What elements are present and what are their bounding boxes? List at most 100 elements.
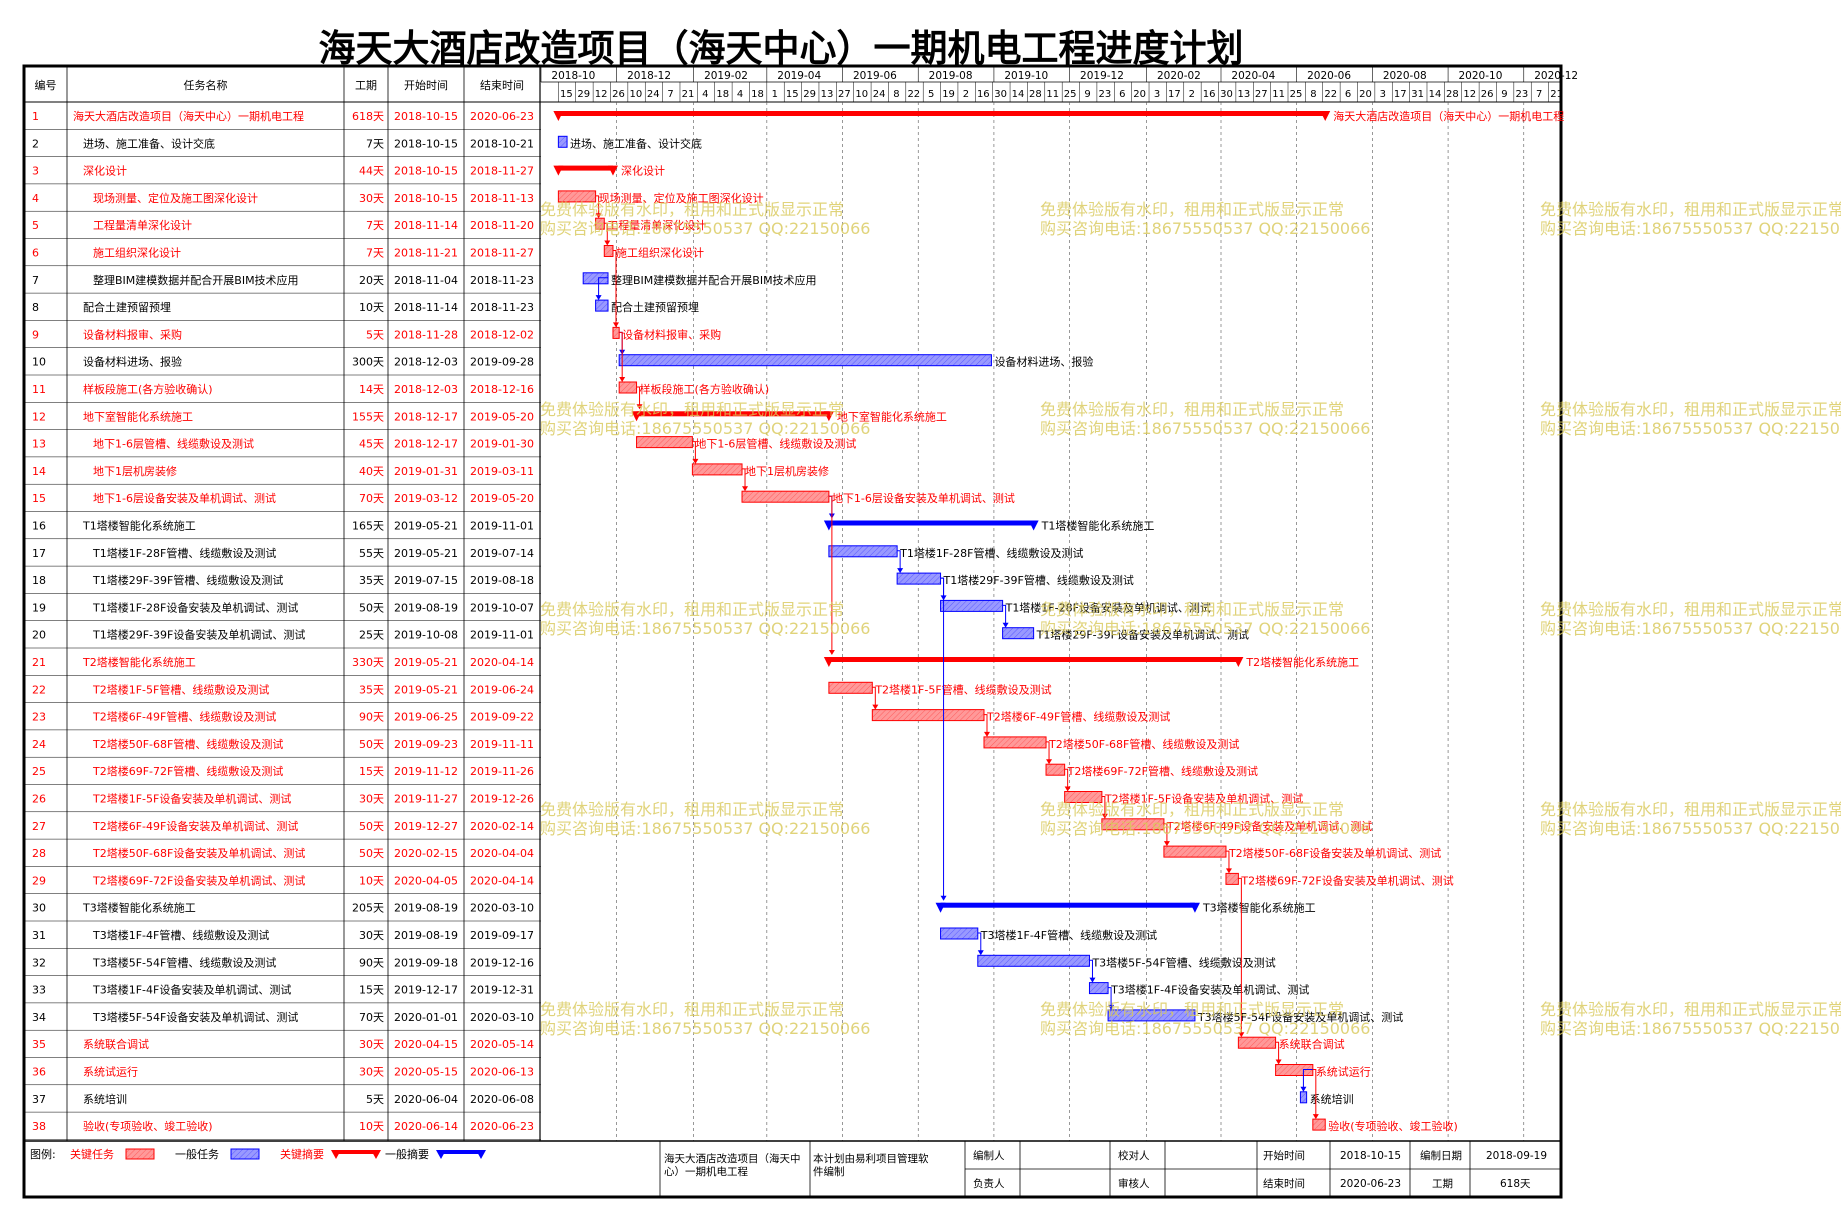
task-duration: 50天 (359, 847, 384, 860)
month-label: 2019-08 (929, 70, 973, 82)
task-bar (1064, 791, 1103, 803)
task-end: 2019-05-20 (470, 410, 534, 423)
task-duration: 205天 (352, 902, 384, 915)
bar-label: T2塔楼6F-49F设备安装及单机调试、测试 (1166, 819, 1372, 833)
task-name: 现场测量、定位及施工图深化设计 (93, 191, 258, 205)
task-end: 2020-05-14 (470, 1038, 534, 1051)
task-name: T2塔楼1F-5F管槽、线缆敷设及测试 (92, 682, 269, 696)
task-end: 2019-09-17 (470, 929, 534, 942)
task-start: 2019-12-17 (394, 984, 458, 997)
task-name: 工程量清单深化设计 (93, 218, 192, 232)
bar-label: T3塔楼智能化系统施工 (1202, 901, 1316, 915)
bar-label: 地下1-6层设备安装及单机调试、测试 (832, 491, 1015, 505)
task-id: 2 (32, 137, 39, 150)
task-name: T2塔楼1F-5F设备安装及单机调试、测试 (92, 792, 291, 806)
dependency-link (1312, 1069, 1317, 1116)
dependency-link (1108, 987, 1112, 1006)
footer-end-label: 结束时间 (1263, 1177, 1305, 1190)
task-bar (828, 545, 898, 558)
week-label: 7 (1536, 89, 1542, 100)
dependency-link (604, 222, 608, 242)
task-start: 2019-09-23 (394, 738, 458, 751)
week-label: 27 (1255, 89, 1268, 100)
week-label: 9 (1501, 89, 1507, 100)
summary-start-marker (553, 165, 564, 176)
task-id: 35 (32, 1038, 46, 1051)
task-bar (557, 135, 568, 148)
bar-label: 地下1层机房装修 (745, 464, 829, 478)
bar-label: 系统联合调试 (1279, 1037, 1345, 1051)
task-id: 8 (32, 301, 39, 314)
month-label: 2019-10 (1004, 70, 1048, 82)
dependency-link (1275, 1041, 1280, 1061)
task-name: T2塔楼69F-72F设备安装及单机调试、测试 (92, 873, 305, 887)
footer-checker-label: 校对人 (1118, 1149, 1150, 1162)
task-id: 28 (32, 847, 46, 860)
task-id: 23 (32, 711, 46, 724)
task-start: 2020-01-01 (394, 1011, 458, 1024)
week-label: 10 (855, 89, 868, 100)
task-end: 2019-07-14 (470, 547, 534, 560)
week-label: 20 (1133, 89, 1146, 100)
task-end: 2019-11-26 (470, 765, 534, 778)
dependency-link (977, 932, 982, 952)
dependency-link (595, 195, 600, 215)
bar-label: 现场测量、定位及施工图深化设计 (599, 191, 764, 205)
week-label: 31 (1411, 89, 1424, 100)
task-bar (1312, 1118, 1326, 1131)
task-id: 33 (32, 984, 46, 997)
task-name: 系统联合调试 (83, 1037, 149, 1051)
month-label: 2020-06 (1307, 70, 1351, 82)
bar-label: 设备材料报审、采购 (622, 327, 721, 341)
legend-swatch (230, 1148, 260, 1160)
task-name: T3塔楼5F-54F管槽、线缆敷设及测试 (92, 955, 276, 969)
task-id: 16 (32, 520, 46, 533)
task-id: 38 (32, 1120, 46, 1133)
footer-end-value: 2020-06-23 (1340, 1178, 1401, 1190)
task-id: 36 (32, 1066, 46, 1079)
week-label: 27 (838, 89, 851, 100)
task-duration: 30天 (359, 192, 384, 205)
dependency-link (983, 714, 988, 733)
task-duration: 35天 (359, 574, 384, 587)
task-id: 37 (32, 1093, 46, 1106)
legend-swatch (125, 1148, 155, 1160)
task-name: 地下1-6层管槽、线缆敷设及测试 (93, 437, 254, 451)
week-label: 12 (595, 89, 608, 100)
footer-period-value: 618天 (1500, 1178, 1531, 1190)
week-label: 28 (1029, 89, 1042, 100)
task-bar (595, 299, 609, 312)
week-label: 3 (1154, 89, 1160, 100)
month-label: 2020-12 (1534, 70, 1578, 82)
footer-start-value: 2018-10-15 (1340, 1150, 1401, 1162)
task-end: 2020-04-04 (470, 847, 534, 860)
footer-start-label: 开始时间 (1263, 1149, 1305, 1162)
task-start: 2018-12-03 (394, 383, 458, 396)
week-label: 24 (647, 89, 660, 100)
legend-label: 图例: (30, 1147, 56, 1161)
month-label: 2020-04 (1231, 70, 1275, 82)
bar-label: T3塔楼5F-54F管槽、线缆敷设及测试 (1091, 955, 1275, 969)
task-name: T3塔楼5F-54F设备安装及单机调试、测试 (92, 1010, 298, 1024)
footer-project: 海天大酒店改造项目（海天中心）一期机电工程 (664, 1152, 801, 1178)
task-bar (1237, 1036, 1277, 1049)
task-end: 2020-03-10 (470, 1011, 534, 1024)
summary-bar (940, 902, 1195, 908)
month-label: 2019-12 (1080, 70, 1124, 82)
week-label: 23 (1515, 89, 1528, 100)
task-start: 2019-08-19 (394, 601, 458, 614)
task-bar (871, 709, 985, 722)
task-end: 2018-11-23 (470, 301, 534, 314)
task-start: 2019-11-12 (394, 765, 458, 778)
summary-bar (558, 111, 1326, 116)
task-start: 2018-12-03 (394, 356, 458, 369)
task-name: 样板段施工(各方验收确认) (83, 382, 213, 396)
week-label: 15 (786, 89, 799, 100)
summary-bar (828, 657, 1239, 662)
legend-item-label: 关键摘要 (280, 1147, 324, 1161)
task-start: 2020-04-15 (394, 1038, 458, 1051)
task-name: 施工组织深化设计 (93, 246, 181, 260)
task-bar (1225, 872, 1239, 885)
task-end: 2020-03-10 (470, 902, 534, 915)
